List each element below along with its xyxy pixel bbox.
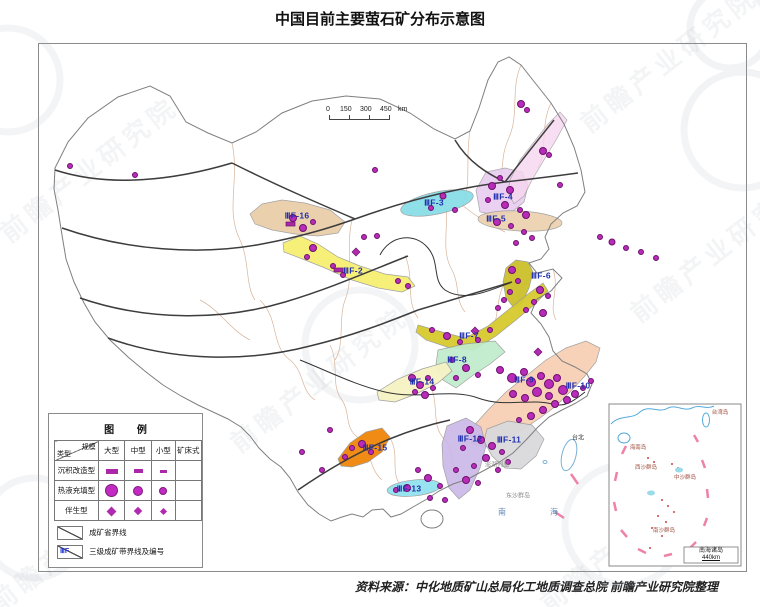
rivers <box>299 237 586 406</box>
legend-row-label: 热液充填型 <box>54 480 99 501</box>
label-taipei: 台北 <box>571 435 585 442</box>
scale-tick-450: 450 <box>380 106 392 113</box>
scale-tick-300: 300 <box>360 106 372 113</box>
belt-boundary-symbol: ⅢF <box>57 545 83 560</box>
circle-symbol-small <box>159 487 168 495</box>
legend-table: 规模 类型 大型 中型 小型 矿床式 沉积改造型 热液充填型 <box>54 440 203 521</box>
scale-bar: 0 150 300 450 km <box>326 106 436 126</box>
belt-label-IIIF-16: ⅢF-16 <box>284 210 310 221</box>
inset-shoals <box>647 467 683 496</box>
south-china-sea-inset <box>608 403 742 567</box>
inset-islands <box>647 457 679 549</box>
legend: 图 例 规模 类型 大型 中型 小型 矿床式 沉积改造型 热液充填型 <box>48 413 203 568</box>
legend-line-label: 成矿省界线 <box>89 528 127 537</box>
deposit-bars-sedimentary <box>285 221 344 273</box>
legend-row-associated: 伴生型 <box>54 500 203 521</box>
legend-line-label: 三级成矿带界线及编号 <box>89 547 165 556</box>
diamond-symbol-large <box>106 506 117 516</box>
circle-symbol-medium <box>133 485 144 496</box>
legend-col-large: 大型 <box>97 440 126 461</box>
inset-box-title-text: 南海诸岛 <box>698 548 723 554</box>
belt-label-IIIF-5: ⅢF-5 <box>486 213 506 224</box>
legend-col-small: 小型 <box>151 440 176 461</box>
scale-tick-150: 150 <box>340 106 352 113</box>
inset-label-hainan: 海南岛 <box>629 445 647 451</box>
belt-code-text: ⅢF <box>60 548 70 556</box>
legend-col-medium: 中型 <box>124 440 153 461</box>
maritime-dash-marks <box>554 473 580 520</box>
belt-label-IIIF-12: ⅢF-12 <box>457 433 483 444</box>
label-south-china-sea: 南 <box>498 507 506 517</box>
label-dongsha: 东沙群岛 <box>505 493 531 500</box>
belt-label-IIIF-6: ⅢF-6 <box>531 270 551 281</box>
scale-unit: km <box>398 106 408 113</box>
legend-title: 图 例 <box>104 425 157 436</box>
deposit-dots-hydrothermal <box>67 100 659 503</box>
diamond-symbol-medium <box>134 506 143 516</box>
source-note: 资料来源：中化地质矿山总局化工地质调查总院 前瞻产业研究院整理 <box>354 580 718 594</box>
legend-row-label: 伴生型 <box>54 500 99 521</box>
legend-header-scale: 规模 <box>81 444 96 451</box>
province-boundary-symbol <box>57 526 83 541</box>
belt-label-IIIF-14: ⅢF-14 <box>409 376 435 387</box>
belt-label-IIIF-11: ⅢF-11 <box>496 434 522 445</box>
inset-label-xisha: 西沙群岛 <box>634 465 658 471</box>
inset-label-nansha: 南沙群岛 <box>652 528 676 534</box>
belt-label-IIIF-2: ⅢF-2 <box>343 265 363 276</box>
inset-box-scale-text: 440km <box>701 555 720 561</box>
legend-col-deposit-style: 矿床式 <box>174 440 203 461</box>
belt-label-IIIF-3: ⅢF-3 <box>424 197 444 208</box>
legend-row-sedimentary: 沉积改造型 <box>54 460 203 481</box>
scale-bar-line <box>329 119 389 120</box>
diamond-symbol-small <box>159 507 167 515</box>
inset-scale-label: 南海诸岛 440km <box>685 548 737 562</box>
belt-label-IIIF-7: ⅢF-7 <box>459 330 479 341</box>
belt-label-IIIF-13: ⅢF-13 <box>396 483 422 494</box>
inset-coastline <box>610 405 715 444</box>
belt-label-IIIF-10: ⅢF-10 <box>565 380 591 391</box>
inset-label-zhongsha: 中沙群岛 <box>673 475 697 481</box>
bar-symbol-large <box>105 468 118 474</box>
legend-line-province-boundary: 成矿省界线 <box>57 526 197 545</box>
inset-scale-box <box>683 546 739 564</box>
legend-header-type: 类型 <box>57 451 71 458</box>
legend-row-hydrothermal: 热液充填型 <box>54 480 203 501</box>
circle-symbol-large <box>105 484 119 497</box>
legend-row-label: 沉积改造型 <box>54 460 99 481</box>
metallogenic-belts <box>249 111 601 500</box>
belt-label-IIIF-4: ⅢF-4 <box>493 191 513 202</box>
bar-symbol-small <box>159 469 167 473</box>
scale-tick-0: 0 <box>326 106 330 113</box>
inset-label-taiwan: 台湾岛 <box>711 410 729 416</box>
label-penghu: 澎湖列岛 <box>484 462 510 469</box>
belt-label-IIIF-8: ⅢF-8 <box>447 354 467 365</box>
label-south-china-sea: 海 <box>550 507 558 517</box>
legend-line-belt-boundary: ⅢF 三级成矿带界线及编号 <box>57 545 197 564</box>
taiwan-island <box>542 438 578 472</box>
page-title: 中国目前主要萤石矿分布示意图 <box>274 11 485 28</box>
bar-symbol-medium <box>133 469 143 474</box>
belt-label-IIIF-9: ⅢF-9 <box>514 374 534 385</box>
deposit-diamonds-associated <box>351 247 543 357</box>
belt-label-IIIF-15: ⅢF-15 <box>362 442 388 453</box>
legend-diagonal-header: 规模 类型 <box>54 440 99 461</box>
